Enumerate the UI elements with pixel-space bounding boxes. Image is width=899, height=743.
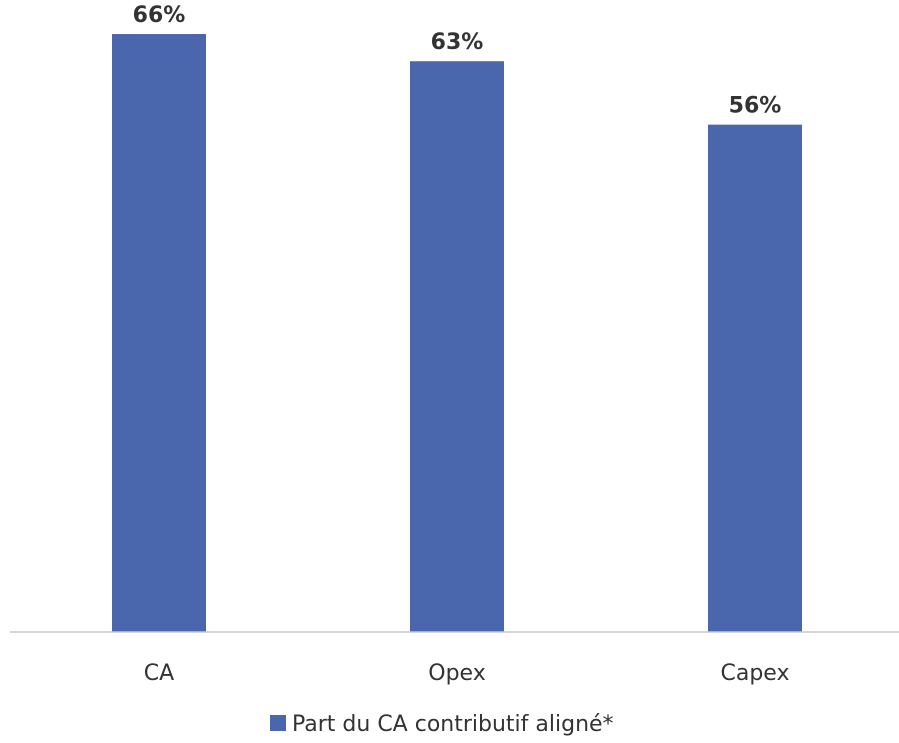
- legend-label: Part du CA contributif aligné*: [292, 712, 614, 737]
- x-tick-label-ca: CA: [144, 661, 174, 686]
- bar-opex: [410, 61, 504, 633]
- x-tick-label-opex: Opex: [428, 661, 485, 686]
- x-tick-labels-group: CA Opex Capex: [144, 661, 790, 686]
- data-label-ca: 66%: [133, 3, 186, 28]
- legend-swatch: [270, 715, 286, 731]
- data-label-opex: 63%: [431, 30, 484, 55]
- bar-capex: [708, 124, 802, 632]
- data-label-capex: 56%: [729, 94, 782, 119]
- legend: Part du CA contributif aligné*: [270, 712, 614, 737]
- x-tick-label-capex: Capex: [721, 661, 790, 686]
- bar-ca: [112, 34, 206, 633]
- data-labels-group: 66% 63% 56%: [133, 3, 782, 119]
- bars-group: [112, 34, 802, 633]
